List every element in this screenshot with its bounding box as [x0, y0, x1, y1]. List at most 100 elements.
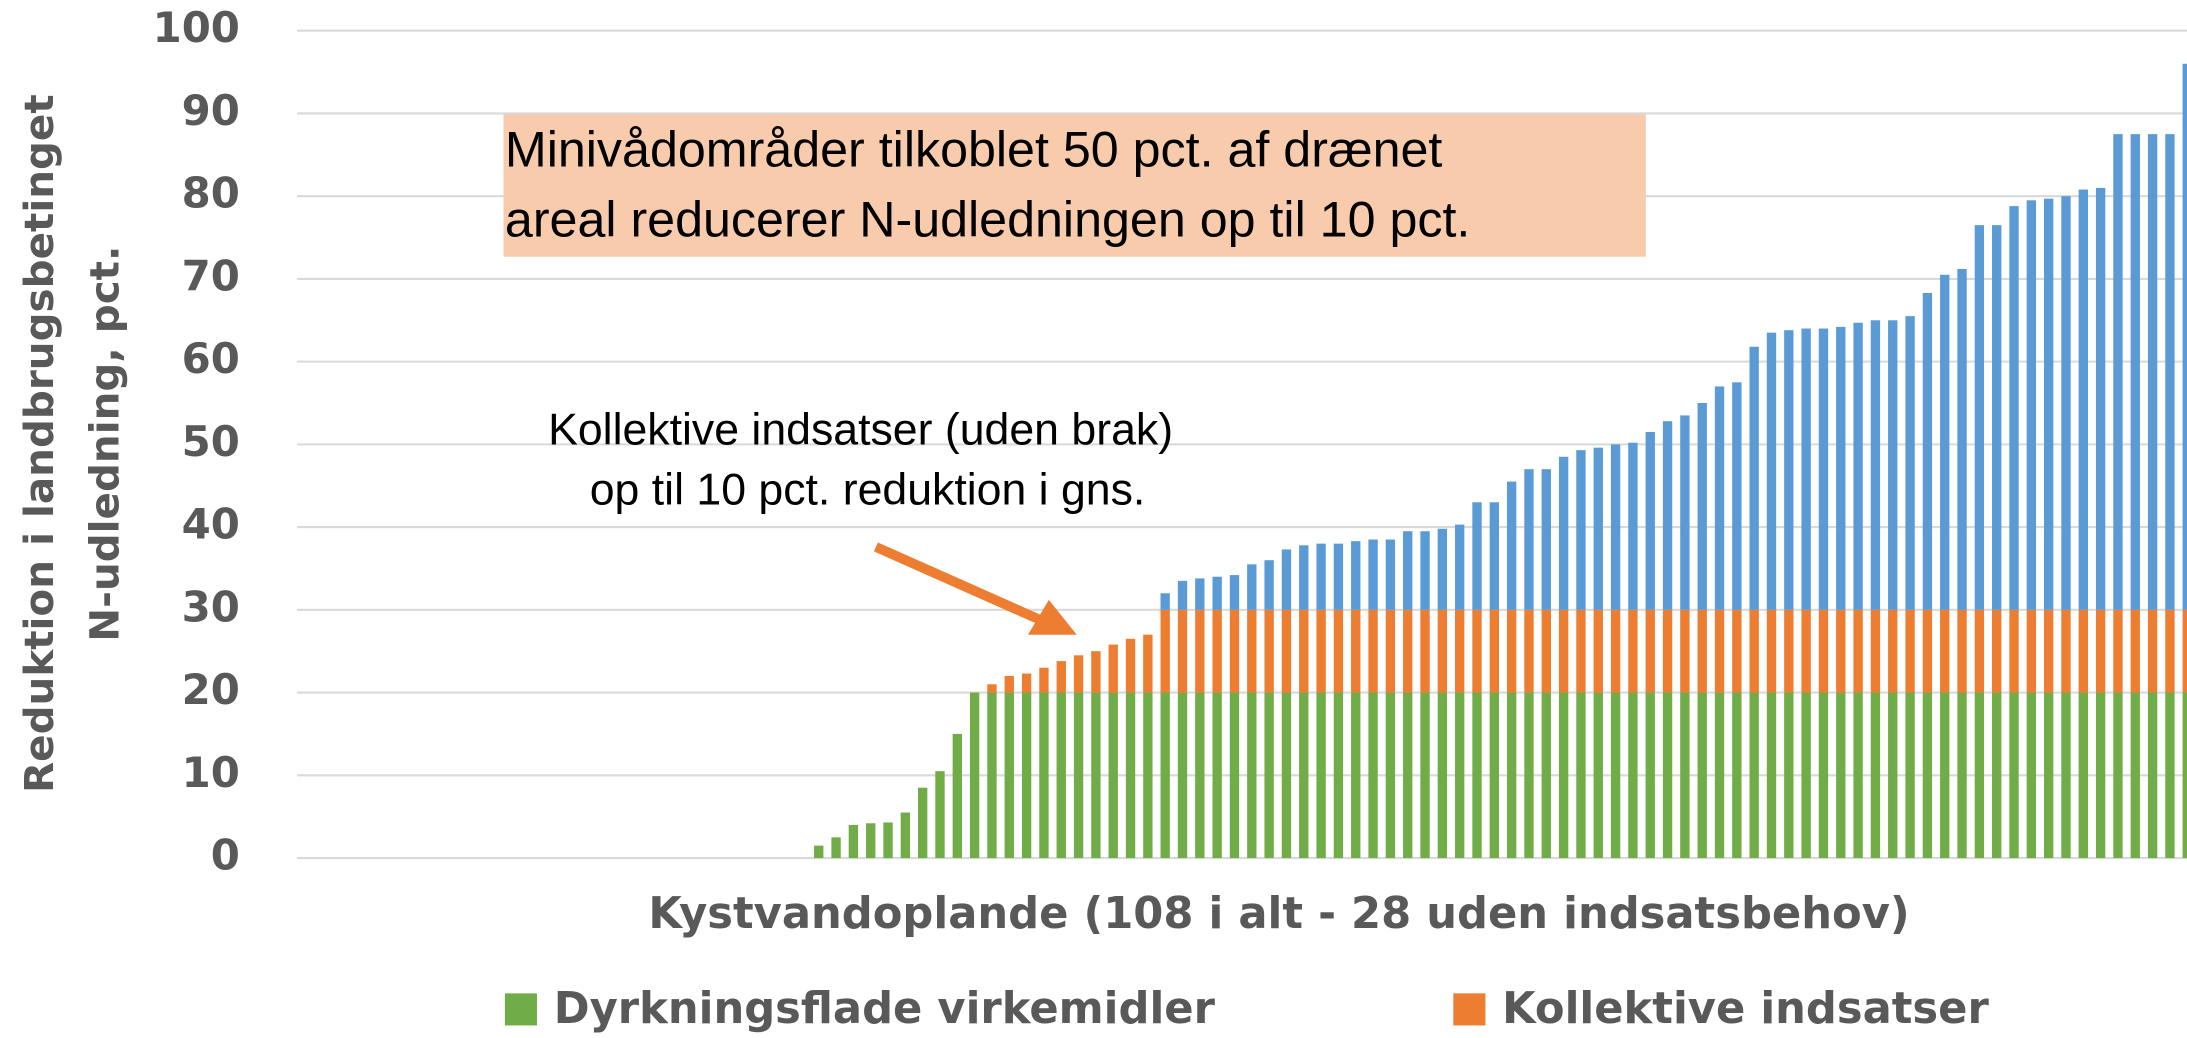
bar-segment — [1610, 609, 1621, 693]
annotation-box — [503, 114, 1646, 257]
bar-segment — [2095, 692, 2106, 859]
bar-segment — [1316, 609, 1326, 693]
bar-segment — [1351, 692, 1361, 859]
bar-segment — [1264, 560, 1274, 610]
bar-segment — [1801, 328, 1811, 610]
bar-segment — [2165, 134, 2175, 610]
arrow — [873, 542, 1042, 624]
bar-segment — [1021, 692, 1032, 859]
bar-segment — [1333, 543, 1344, 610]
bar-segment — [2182, 609, 2187, 693]
bar-segment — [1455, 692, 1465, 859]
bar-segment — [1091, 651, 1101, 693]
bar-segment — [2130, 609, 2140, 693]
bar-segment — [1593, 692, 1603, 859]
bar-segment — [1299, 692, 1309, 859]
bar-segment — [1853, 609, 1863, 693]
bar-segment — [1403, 609, 1413, 693]
bar-segment — [1697, 692, 1707, 859]
bar-segment — [1922, 692, 1933, 859]
bar-segment — [1385, 692, 1396, 859]
bar-segment — [969, 692, 980, 859]
legend-swatch — [1453, 993, 1486, 1026]
bar-segment — [1628, 442, 1638, 610]
bar-segment — [1004, 692, 1014, 859]
bar-segment — [1316, 543, 1326, 610]
bar-segment — [1576, 692, 1586, 859]
bar-segment — [1524, 469, 1534, 610]
y-tick-label: 70 — [182, 251, 240, 300]
bar-segment — [1836, 326, 1846, 610]
bar-segment — [1766, 332, 1777, 610]
bar-segment — [1229, 609, 1240, 693]
bar-segment — [2165, 692, 2175, 859]
bar-segment — [1506, 692, 1517, 859]
bar-segment — [1368, 692, 1378, 859]
bar-segment — [1143, 692, 1153, 859]
bar-segment — [1056, 692, 1066, 859]
bar-segment — [1870, 320, 1881, 610]
bar-segment — [1974, 225, 1985, 610]
bar-segment — [1420, 692, 1430, 859]
y-tick-label: 0 — [211, 831, 240, 880]
bar-segment — [1922, 292, 1933, 610]
bar-segment — [1021, 673, 1032, 693]
bar-segment — [1576, 609, 1586, 693]
bar-segment — [1541, 469, 1551, 610]
bar-segment — [1039, 667, 1049, 693]
bar-segment — [1697, 402, 1707, 610]
bar-segment — [1541, 692, 1551, 859]
bar-segment — [1073, 692, 1084, 859]
bar-segment — [952, 733, 962, 859]
legend-label: Kollektive indsatser — [1502, 984, 1989, 1034]
bar-segment — [2043, 609, 2054, 693]
bar-segment — [2182, 692, 2187, 859]
bar-segment — [900, 812, 911, 859]
bar-segment — [1524, 609, 1534, 693]
bar-segment — [1662, 692, 1673, 859]
bar-segment — [1801, 609, 1811, 693]
bar-segment — [1905, 609, 1915, 693]
bar-segment — [1680, 609, 1690, 693]
bar-segment — [2165, 609, 2175, 693]
bar-segment — [1160, 609, 1170, 693]
y-tick-label: 80 — [182, 169, 240, 218]
bar-segment — [1957, 268, 1967, 610]
bar-segment — [1247, 692, 1257, 859]
bar-segment — [1403, 692, 1413, 859]
bar-segment — [1662, 421, 1673, 610]
bar-segment — [1351, 541, 1361, 610]
bar-segment — [1177, 692, 1188, 859]
bar-segment — [1645, 692, 1655, 859]
bar-segment — [1281, 692, 1292, 859]
y-tick-label: 30 — [182, 582, 240, 631]
bar-segment — [1628, 692, 1638, 859]
bar-segment — [1853, 692, 1863, 859]
bar-segment — [1836, 692, 1846, 859]
bar-segment — [1351, 609, 1361, 693]
arrow-head — [1027, 599, 1077, 635]
bar-segment — [2043, 692, 2054, 859]
bar-segment — [1558, 456, 1569, 610]
bar-segment — [1385, 539, 1396, 610]
y-tick-label: 60 — [182, 334, 240, 383]
bar-segment — [987, 684, 997, 693]
bar-segment — [1472, 502, 1482, 610]
bar-segment — [1420, 531, 1430, 610]
bar-segment — [1593, 609, 1603, 693]
bar-segment — [1437, 528, 1448, 610]
y-axis-label: N-udledning, pct. — [80, 246, 128, 642]
bar-segment — [2026, 200, 2037, 610]
bar-segment — [1853, 322, 1863, 610]
bar-segment — [1645, 609, 1655, 693]
bar-segment — [848, 824, 859, 859]
bar-segment — [917, 787, 928, 859]
bar-segment — [1836, 609, 1846, 693]
bar-segment — [1143, 634, 1153, 693]
bar-segment — [2147, 609, 2158, 693]
bar-segment — [2130, 134, 2140, 610]
bar-segment — [1749, 346, 1759, 610]
bar-segment — [2009, 609, 2019, 693]
bar-segment — [1247, 564, 1257, 610]
bar-segment — [1177, 580, 1188, 610]
